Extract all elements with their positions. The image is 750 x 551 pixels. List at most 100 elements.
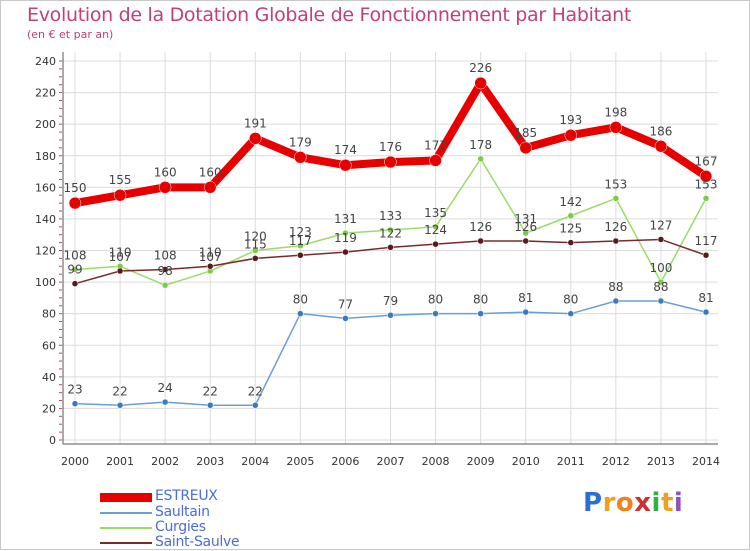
data-point	[702, 308, 710, 316]
logo-letter: t	[660, 488, 674, 518]
data-point	[161, 281, 169, 289]
proxiti-logo: Proxiti	[583, 488, 683, 518]
logo-letter: i	[673, 488, 684, 518]
data-point	[657, 297, 665, 305]
data-label: 179	[289, 135, 312, 149]
data-label: 153	[695, 177, 718, 191]
data-label: 153	[604, 177, 627, 191]
y-tick-label: 140	[35, 213, 56, 226]
data-point	[654, 140, 668, 153]
data-label: 226	[469, 61, 492, 75]
data-point	[477, 155, 484, 163]
y-tick-label: 20	[42, 402, 56, 415]
data-label: 126	[469, 220, 492, 234]
data-point	[609, 121, 623, 134]
data-point	[519, 141, 532, 155]
data-point	[206, 263, 214, 270]
data-label: 24	[158, 381, 173, 395]
data-point	[339, 158, 352, 172]
data-label: 117	[695, 234, 718, 248]
data-point	[432, 310, 439, 317]
data-label: 81	[518, 291, 533, 305]
data-point	[567, 310, 575, 317]
data-label: 160	[199, 165, 222, 179]
data-point	[477, 310, 484, 317]
data-label: 99	[67, 263, 82, 277]
data-point	[71, 266, 79, 273]
data-point	[387, 226, 394, 234]
y-tick-label: 220	[35, 87, 56, 100]
data-label: 198	[604, 105, 627, 119]
data-point	[432, 240, 439, 248]
data-label: 98	[158, 264, 173, 278]
data-label: 177	[424, 138, 447, 152]
y-tick-label: 60	[42, 339, 56, 352]
data-label: 23	[67, 383, 82, 397]
data-label: 174	[334, 143, 357, 157]
x-tick-label: 2001	[106, 455, 134, 468]
data-label: 110	[199, 245, 222, 259]
data-label: 126	[604, 220, 627, 234]
data-point	[161, 266, 169, 273]
data-point	[657, 236, 665, 243]
x-tick-label: 2010	[512, 455, 540, 468]
legend-label: Saultain	[155, 504, 210, 520]
data-labels: 23 22 24 22 22 80 77 79 80 80 81 80 88 88 81 108 110 98 10…	[64, 61, 718, 398]
data-label: 131	[334, 212, 357, 226]
x-tick-label: 2012	[602, 455, 630, 468]
data-point	[567, 239, 575, 246]
data-label: 167	[695, 154, 718, 168]
data-point	[657, 278, 665, 286]
data-point	[522, 237, 529, 245]
chart-title: Evolution de la Dotation Globale de Fonc…	[27, 4, 632, 26]
x-tick-label: 2009	[467, 455, 495, 468]
x-tick-label: 2004	[241, 455, 269, 468]
y-tick-label: 40	[42, 371, 56, 384]
y-tick-label: 180	[35, 150, 56, 163]
data-label: 119	[334, 231, 357, 245]
data-label: 150	[64, 181, 87, 195]
data-label: 80	[293, 293, 308, 307]
data-point	[522, 308, 529, 316]
data-point	[252, 247, 259, 254]
data-point	[342, 229, 349, 237]
data-label: 185	[514, 126, 537, 140]
data-label: 79	[383, 294, 398, 308]
data-label: 80	[428, 293, 443, 307]
data-point	[432, 223, 439, 231]
logo-letter: x	[634, 488, 652, 518]
x-tick-label: 2000	[61, 455, 89, 468]
data-point	[567, 212, 575, 220]
data-point	[297, 251, 304, 259]
data-point	[252, 255, 259, 262]
x-tick-label: 2005	[286, 455, 314, 468]
data-label: 123	[289, 225, 312, 239]
data-label: 124	[424, 223, 447, 237]
data-point	[522, 229, 529, 237]
data-label: 117	[289, 234, 312, 248]
legend-label: Saint-Saulve	[155, 534, 240, 550]
x-tick-label: 2006	[331, 455, 359, 468]
data-label: 108	[154, 248, 177, 262]
data-point	[206, 402, 214, 409]
y-tick-label: 120	[35, 245, 56, 258]
legend-swatch	[100, 492, 152, 502]
data-point	[297, 310, 304, 317]
data-label: 133	[379, 209, 402, 223]
data-label: 178	[469, 138, 492, 152]
data-point	[68, 196, 82, 210]
legend-swatch	[100, 512, 152, 514]
x-tick-label: 2014	[692, 455, 720, 468]
y-tick-label: 240	[35, 55, 56, 68]
data-point	[564, 128, 578, 142]
data-point	[249, 132, 262, 145]
data-label: 127	[649, 218, 672, 232]
data-point	[116, 267, 124, 275]
data-label: 100	[649, 261, 672, 275]
data-label: 107	[199, 250, 222, 264]
x-tick-label: 2002	[151, 455, 179, 468]
data-point	[252, 402, 259, 409]
legend-swatch	[100, 542, 152, 544]
data-label: 125	[559, 222, 582, 236]
data-point	[702, 195, 710, 202]
